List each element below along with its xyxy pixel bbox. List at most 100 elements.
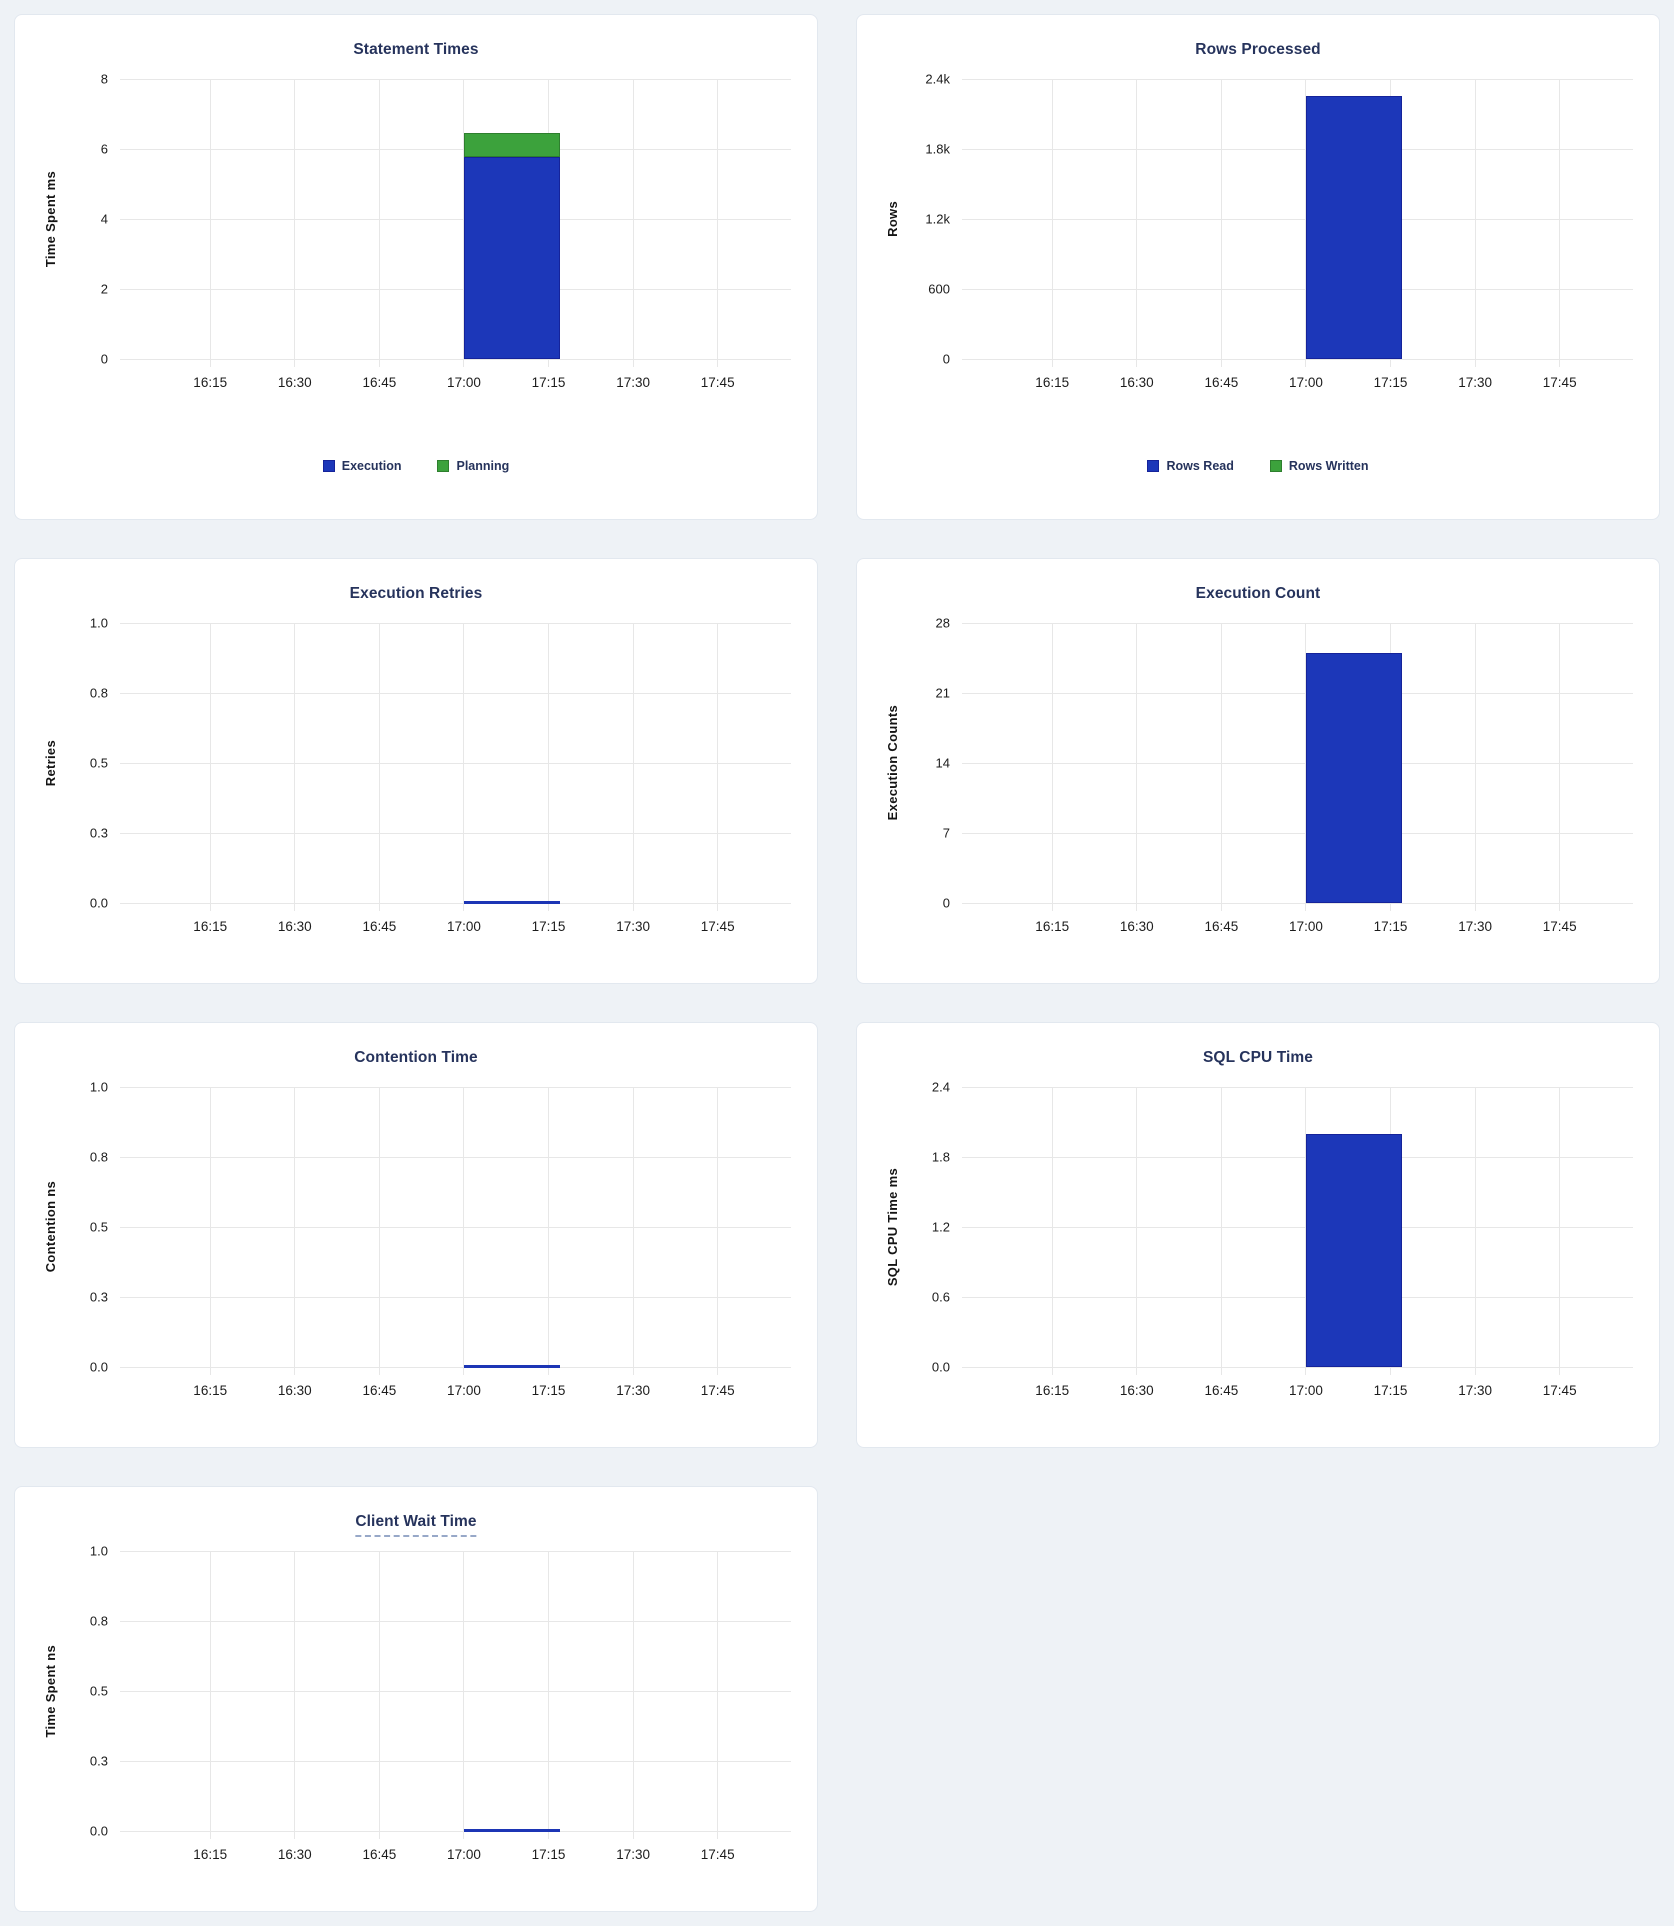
gridline: [962, 762, 1633, 764]
gridline: [962, 358, 1633, 360]
x-tick-label: 17:15: [531, 919, 566, 934]
gridline: [632, 79, 634, 367]
x-tick-label: 17:30: [616, 375, 651, 390]
bar-planning[interactable]: [463, 133, 560, 158]
y-tick-label: 4: [100, 211, 108, 227]
chart-panel-statement-times: Statement Times Time Spent ms 0 2 4 6 8 16:15…: [14, 14, 818, 520]
gridline: [548, 1551, 550, 1839]
legend-label: Planning: [456, 459, 510, 473]
gridline: [962, 218, 1633, 220]
x-tick-label: 17:00: [447, 375, 481, 390]
y-tick-label: 8: [100, 71, 108, 87]
legend-item-rows-written[interactable]: Rows Written: [1269, 459, 1369, 473]
x-tick-label: 16:15: [1035, 375, 1070, 390]
x-tick-label: 16:30: [277, 919, 312, 934]
bar-rows-read[interactable]: [1305, 95, 1402, 359]
y-tick-label: 0: [942, 351, 950, 367]
legend-item-rows-read[interactable]: Rows Read: [1147, 459, 1234, 473]
chart-title[interactable]: Client Wait Time: [355, 1513, 477, 1537]
gridline: [120, 1620, 791, 1622]
chart-title: Execution Count: [1195, 585, 1321, 602]
y-tick-label: 0.0: [931, 1359, 950, 1375]
bar-execution[interactable]: [463, 157, 560, 359]
chart-plot-area[interactable]: 0 7 14 21 28 16:15 16:30 16:45 17:00 17:15 17:30 17…: [936, 616, 1633, 934]
y-tick-label: 0.0: [89, 1823, 108, 1839]
chart-plot-area[interactable]: 0 2 4 6 8 16:15 16:30 16:45 17:00 17:15 17:30 17:45: [101, 72, 791, 390]
gridline: [548, 1087, 550, 1375]
x-tick-label: 16:30: [277, 375, 312, 390]
gridline: [463, 1551, 465, 1839]
x-tick-label: 17:30: [616, 919, 651, 934]
gridline: [294, 1551, 296, 1839]
legend-item-execution[interactable]: Execution: [322, 459, 402, 473]
gridline: [717, 1087, 719, 1375]
chart-title: SQL CPU Time: [1202, 1049, 1314, 1066]
y-axis-label: Time Spent ns: [42, 1644, 58, 1738]
y-tick-label: 1.8k: [925, 141, 950, 157]
y-tick-label: 1.2: [931, 1219, 950, 1235]
x-tick-label: 16:15: [193, 375, 228, 390]
chart-panel-rows-processed: Rows Processed Rows 0 600 1.2k 1.8k 2.4k 16:1…: [856, 14, 1660, 520]
chart-title: Rows Processed: [1195, 41, 1321, 58]
x-tick-label: 16:15: [193, 919, 228, 934]
gridline: [120, 762, 791, 764]
chart-plot-area[interactable]: 0.0 0.6 1.2 1.8 2.4 16:15 16:30 16:45 17:00 17:15…: [932, 1080, 1633, 1398]
bar-execution-count[interactable]: [1305, 653, 1402, 903]
legend-label: Execution: [341, 459, 402, 473]
chart-title: Contention Time: [354, 1049, 478, 1066]
chart-plot-area[interactable]: 0.0 0.3 0.5 0.8 1.0 16:15 16:30 16:45 17:00 17:15…: [90, 1080, 791, 1398]
gridline: [120, 1690, 791, 1692]
gridline: [378, 79, 380, 367]
gridline: [717, 623, 719, 911]
bar-sql-cpu-time[interactable]: [1305, 1133, 1402, 1367]
gridline: [209, 1551, 211, 1839]
x-tick-label: 17:00: [1289, 375, 1323, 390]
x-tick-label: 16:15: [193, 1383, 228, 1398]
y-axis-label: Retries: [42, 739, 58, 787]
gridline: [962, 902, 1633, 904]
gridline: [1559, 79, 1561, 367]
legend-label: Rows Read: [1166, 459, 1234, 473]
gridline: [962, 1226, 1633, 1228]
gridline: [632, 623, 634, 911]
legend-item-planning[interactable]: Planning: [437, 459, 509, 473]
chart-plot-area[interactable]: 0 600 1.2k 1.8k 2.4k 16:15 16:30 16:45 17:00 17:1…: [925, 72, 1633, 390]
gridline: [632, 1551, 634, 1839]
y-tick-label: 2: [100, 281, 108, 297]
gridline: [962, 1366, 1633, 1368]
y-tick-label: 0.3: [89, 1753, 108, 1769]
gridline: [962, 148, 1633, 150]
chart-panel-sql-cpu-time: SQL CPU Time SQL CPU Time ms 0.0 0.6 1.2 1.…: [856, 1022, 1660, 1448]
gridline: [463, 1087, 465, 1375]
chart-panel-contention-time: Contention Time Contention ns 0.0 0.3 0.5 0…: [14, 1022, 818, 1448]
x-tick-label: 17:45: [700, 1383, 735, 1398]
chart-plot-area[interactable]: 0.0 0.3 0.5 0.8 1.0 16:15 16:30 16:45 17:00 17:15…: [90, 616, 791, 934]
gridline: [1559, 1087, 1561, 1375]
y-tick-label: 0.0: [89, 1359, 108, 1375]
y-axis-label: Time Spent ms: [42, 170, 58, 268]
x-tick-label: 16:30: [277, 1847, 312, 1862]
chart-plot-area[interactable]: 0.0 0.3 0.5 0.8 1.0 16:15 16:30 16:45 17:00 17:15…: [90, 1544, 791, 1862]
x-tick-label: 16:15: [1035, 1383, 1070, 1398]
zero-value-line: [463, 1829, 560, 1832]
x-tick-label: 17:30: [1458, 1383, 1493, 1398]
gridline: [962, 622, 1633, 624]
y-tick-label: 21: [935, 685, 950, 701]
gridline: [120, 1366, 791, 1368]
y-tick-label: 0.3: [89, 1289, 108, 1305]
x-tick-label: 17:30: [616, 1847, 651, 1862]
gridline: [962, 1296, 1633, 1298]
gridline: [463, 623, 465, 911]
y-tick-label: 1.8: [931, 1149, 950, 1165]
gridline: [209, 1087, 211, 1375]
gridline: [632, 1087, 634, 1375]
gridline: [120, 1226, 791, 1228]
x-tick-label: 16:45: [362, 1847, 397, 1862]
y-tick-label: 1.0: [89, 1079, 108, 1095]
gridline: [120, 902, 791, 904]
x-tick-label: 16:45: [362, 375, 397, 390]
y-tick-label: 1.0: [89, 1543, 108, 1559]
chart-panel-execution-retries: Execution Retries Retries 0.0 0.3 0.5 0.8 1.…: [14, 558, 818, 984]
x-tick-label: 16:30: [1119, 919, 1154, 934]
y-tick-label: 0.3: [89, 825, 108, 841]
